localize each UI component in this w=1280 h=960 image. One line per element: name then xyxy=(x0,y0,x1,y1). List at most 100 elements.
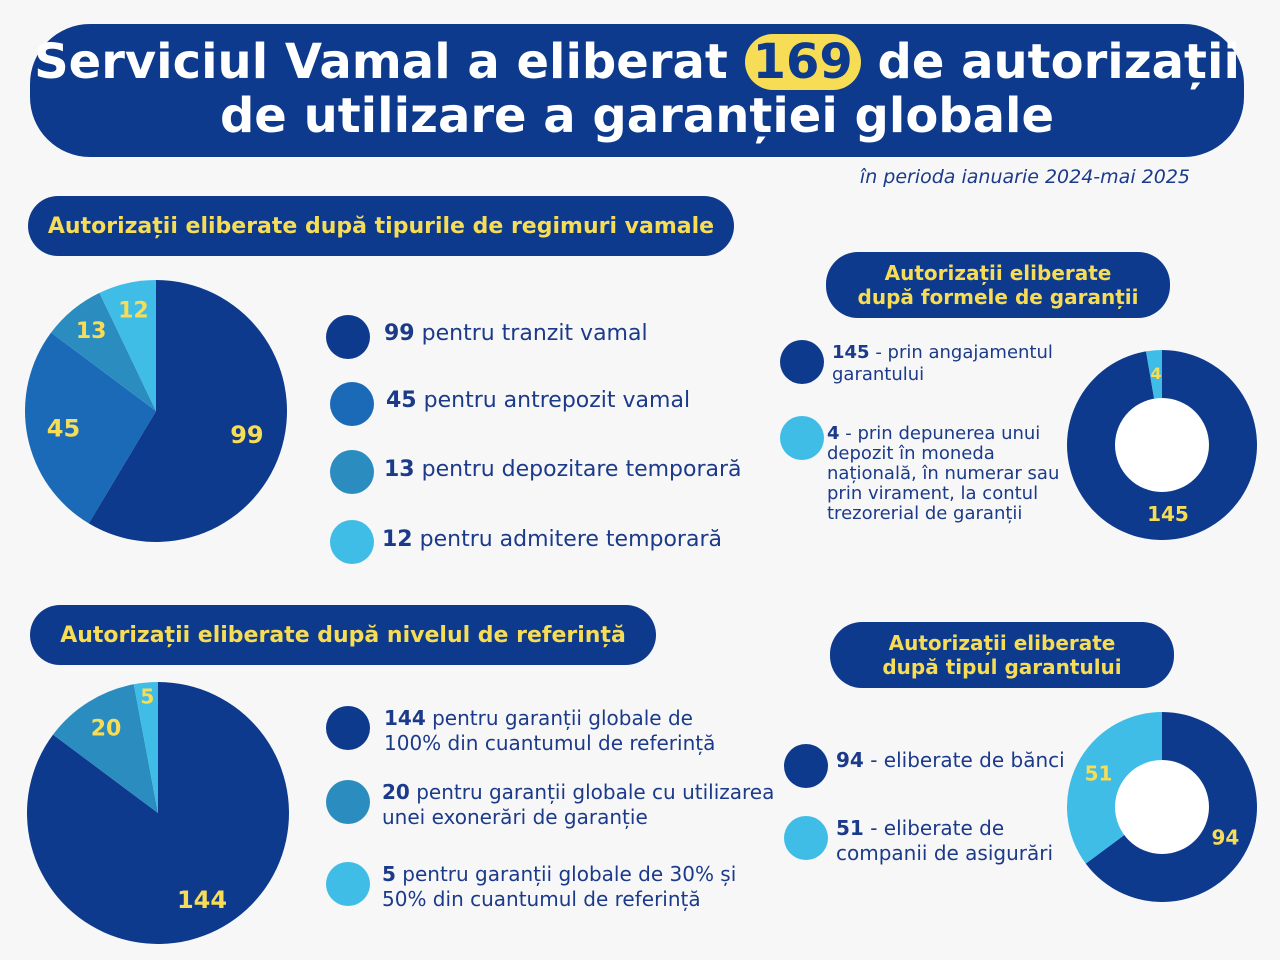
legend-dot-icon xyxy=(784,816,828,860)
regimuri-slice-3 xyxy=(99,280,156,411)
nivel-slice-1 xyxy=(53,684,158,813)
regimuri-data-label-0: 99 xyxy=(230,421,263,449)
legend-dot-icon xyxy=(780,416,824,460)
legend-item-asigurari: 51 - eliberate de companii de asigurări xyxy=(784,816,1053,866)
legend-text: 5 pentru garanții globale de 30% și 50% … xyxy=(382,862,736,912)
legend-dot-icon xyxy=(326,862,370,906)
section-title-regimuri: Autorizații eliberate după tipurile de r… xyxy=(28,196,734,256)
title-line-2: de utilizare a garanției globale xyxy=(219,88,1055,144)
legend-label: unei exonerări de garanție xyxy=(382,805,648,829)
legend-text: 144 pentru garanții globale de 100% din … xyxy=(384,706,715,756)
section-title-garant-line1: Autorizații eliberate xyxy=(888,631,1116,655)
legend-dot-icon xyxy=(330,520,374,564)
section-title-nivel-text: Autorizații eliberate după nivelul de re… xyxy=(60,622,626,648)
legend-text: 45 pentru antrepozit vamal xyxy=(386,388,690,414)
legend-text: 4 - prin depunerea unui depozit în moned… xyxy=(827,424,1059,524)
legend-dot-icon xyxy=(326,780,370,824)
title-highlight-number: 169 xyxy=(744,34,861,90)
legend-value: 4 xyxy=(827,423,840,444)
section-title-forme-line1: Autorizații eliberate xyxy=(884,261,1112,285)
legend-label: - eliberate de bănci xyxy=(870,748,1065,772)
legend-item-depozit: 4 - prin depunerea unui depozit în moned… xyxy=(780,416,1059,524)
section-title-nivel: Autorizații eliberate după nivelul de re… xyxy=(30,605,656,665)
legend-item-exonerare: 20 pentru garanții globale cu utilizarea… xyxy=(326,780,774,830)
section-title-forme: Autorizații eliberate după formele de ga… xyxy=(826,252,1170,318)
regimuri-data-label-3: 12 xyxy=(118,298,149,323)
subtitle-period: în perioda ianuarie 2024-mai 2025 xyxy=(859,166,1190,188)
nivel-slice-2 xyxy=(133,682,158,813)
legend-label: - eliberate de xyxy=(870,816,1005,840)
legend-item-100-percent: 144 pentru garanții globale de 100% din … xyxy=(326,706,715,756)
nivel-data-label-1: 20 xyxy=(91,717,122,742)
forme-data-label-1: 4 xyxy=(1150,364,1161,383)
section-title-garant-line2: după tipul garantului xyxy=(882,655,1122,679)
donut-chart-garant: 94 51 xyxy=(1067,712,1257,902)
legend-value: 13 xyxy=(384,457,415,482)
section-title-forme-line2: după formele de garanții xyxy=(857,285,1139,309)
title-banner: Serviciul Vamal a eliberat 169 de autori… xyxy=(30,24,1244,157)
legend-label: - prin depunerea unui xyxy=(845,423,1041,444)
legend-dot-icon xyxy=(784,744,828,788)
pie-chart-nivel: 144 20 5 xyxy=(26,682,289,944)
legend-label: 100% din cuantumul de referință xyxy=(384,731,716,755)
legend-label: 50% din cuantumul de referință xyxy=(382,887,701,911)
garant-donut-hole xyxy=(1115,760,1209,854)
legend-value: 20 xyxy=(382,780,410,804)
legend-label: companii de asigurări xyxy=(836,841,1054,865)
donut-chart-forme: 145 4 xyxy=(1067,350,1257,540)
legend-label: trezorerial de garanții xyxy=(827,503,1023,524)
legend-label: pentru garanții globale de xyxy=(432,706,693,730)
legend-dot-icon xyxy=(326,706,370,750)
forme-donut-hole xyxy=(1115,398,1209,492)
legend-label: națională, în numerar sau xyxy=(827,463,1060,484)
legend-text: 94 - eliberate de bănci xyxy=(836,748,1065,773)
legend-label: depozit în moneda xyxy=(827,443,995,464)
legend-label: - prin angajamentul xyxy=(875,342,1053,363)
legend-label: pentru garanții globale de 30% și xyxy=(402,862,737,886)
legend-item-antrepozit: 45 pentru antrepozit vamal xyxy=(330,382,690,426)
title-part-2: de autorizații xyxy=(877,34,1240,90)
legend-value: 12 xyxy=(382,527,413,552)
legend-label: pentru depozitare temporară xyxy=(421,457,742,482)
legend-label: prin virament, la contul xyxy=(827,483,1039,504)
legend-text: 12 pentru admitere temporară xyxy=(382,527,722,553)
legend-label: pentru tranzit vamal xyxy=(421,321,648,346)
garant-data-label-0: 94 xyxy=(1212,825,1240,849)
legend-dot-icon xyxy=(330,450,374,494)
legend-item-depozitare: 13 pentru depozitare temporară xyxy=(330,450,742,494)
regimuri-slice-1 xyxy=(24,332,156,524)
legend-dot-icon xyxy=(326,315,370,359)
legend-dot-icon xyxy=(330,382,374,426)
regimuri-slice-2 xyxy=(51,292,156,411)
legend-label: pentru garanții globale cu utilizarea xyxy=(416,780,775,804)
legend-value: 145 xyxy=(832,342,870,363)
title-line-1: Serviciul Vamal a eliberat 169 de autori… xyxy=(30,34,1244,90)
legend-value: 45 xyxy=(386,388,417,413)
regimuri-data-label-2: 13 xyxy=(76,319,107,344)
legend-item-banci: 94 - eliberate de bănci xyxy=(784,744,1065,788)
regimuri-data-label-1: 45 xyxy=(47,414,80,442)
legend-text: 20 pentru garanții globale cu utilizarea… xyxy=(382,780,774,830)
forme-data-label-0: 145 xyxy=(1147,502,1189,526)
pie-chart-regimuri: 99 45 13 12 xyxy=(24,280,287,542)
nivel-data-label-0: 144 xyxy=(177,886,227,914)
legend-dot-icon xyxy=(780,340,824,384)
legend-label: pentru antrepozit vamal xyxy=(423,388,691,413)
legend-text: 145 - prin angajamentul garantului xyxy=(832,342,1053,386)
section-title-regimuri-text: Autorizații eliberate după tipurile de r… xyxy=(47,213,715,239)
legend-value: 51 xyxy=(836,816,864,840)
legend-label: pentru admitere temporară xyxy=(419,527,722,552)
title-part-1: Serviciul Vamal a eliberat xyxy=(34,34,728,90)
legend-text: 13 pentru depozitare temporară xyxy=(384,457,742,483)
legend-item-tranzit: 99 pentru tranzit vamal xyxy=(326,315,648,359)
legend-label: garantului xyxy=(832,364,925,385)
legend-item-angajament: 145 - prin angajamentul garantului xyxy=(780,340,1053,386)
section-title-garant: Autorizații eliberate după tipul garantu… xyxy=(830,622,1174,688)
legend-item-30-50-percent: 5 pentru garanții globale de 30% și 50% … xyxy=(326,862,736,912)
legend-value: 99 xyxy=(384,321,415,346)
garant-slice-1 xyxy=(1067,712,1162,864)
legend-text: 99 pentru tranzit vamal xyxy=(384,321,648,347)
legend-value: 94 xyxy=(836,748,864,772)
nivel-data-label-2: 5 xyxy=(140,685,154,709)
garant-data-label-1: 51 xyxy=(1085,762,1113,786)
